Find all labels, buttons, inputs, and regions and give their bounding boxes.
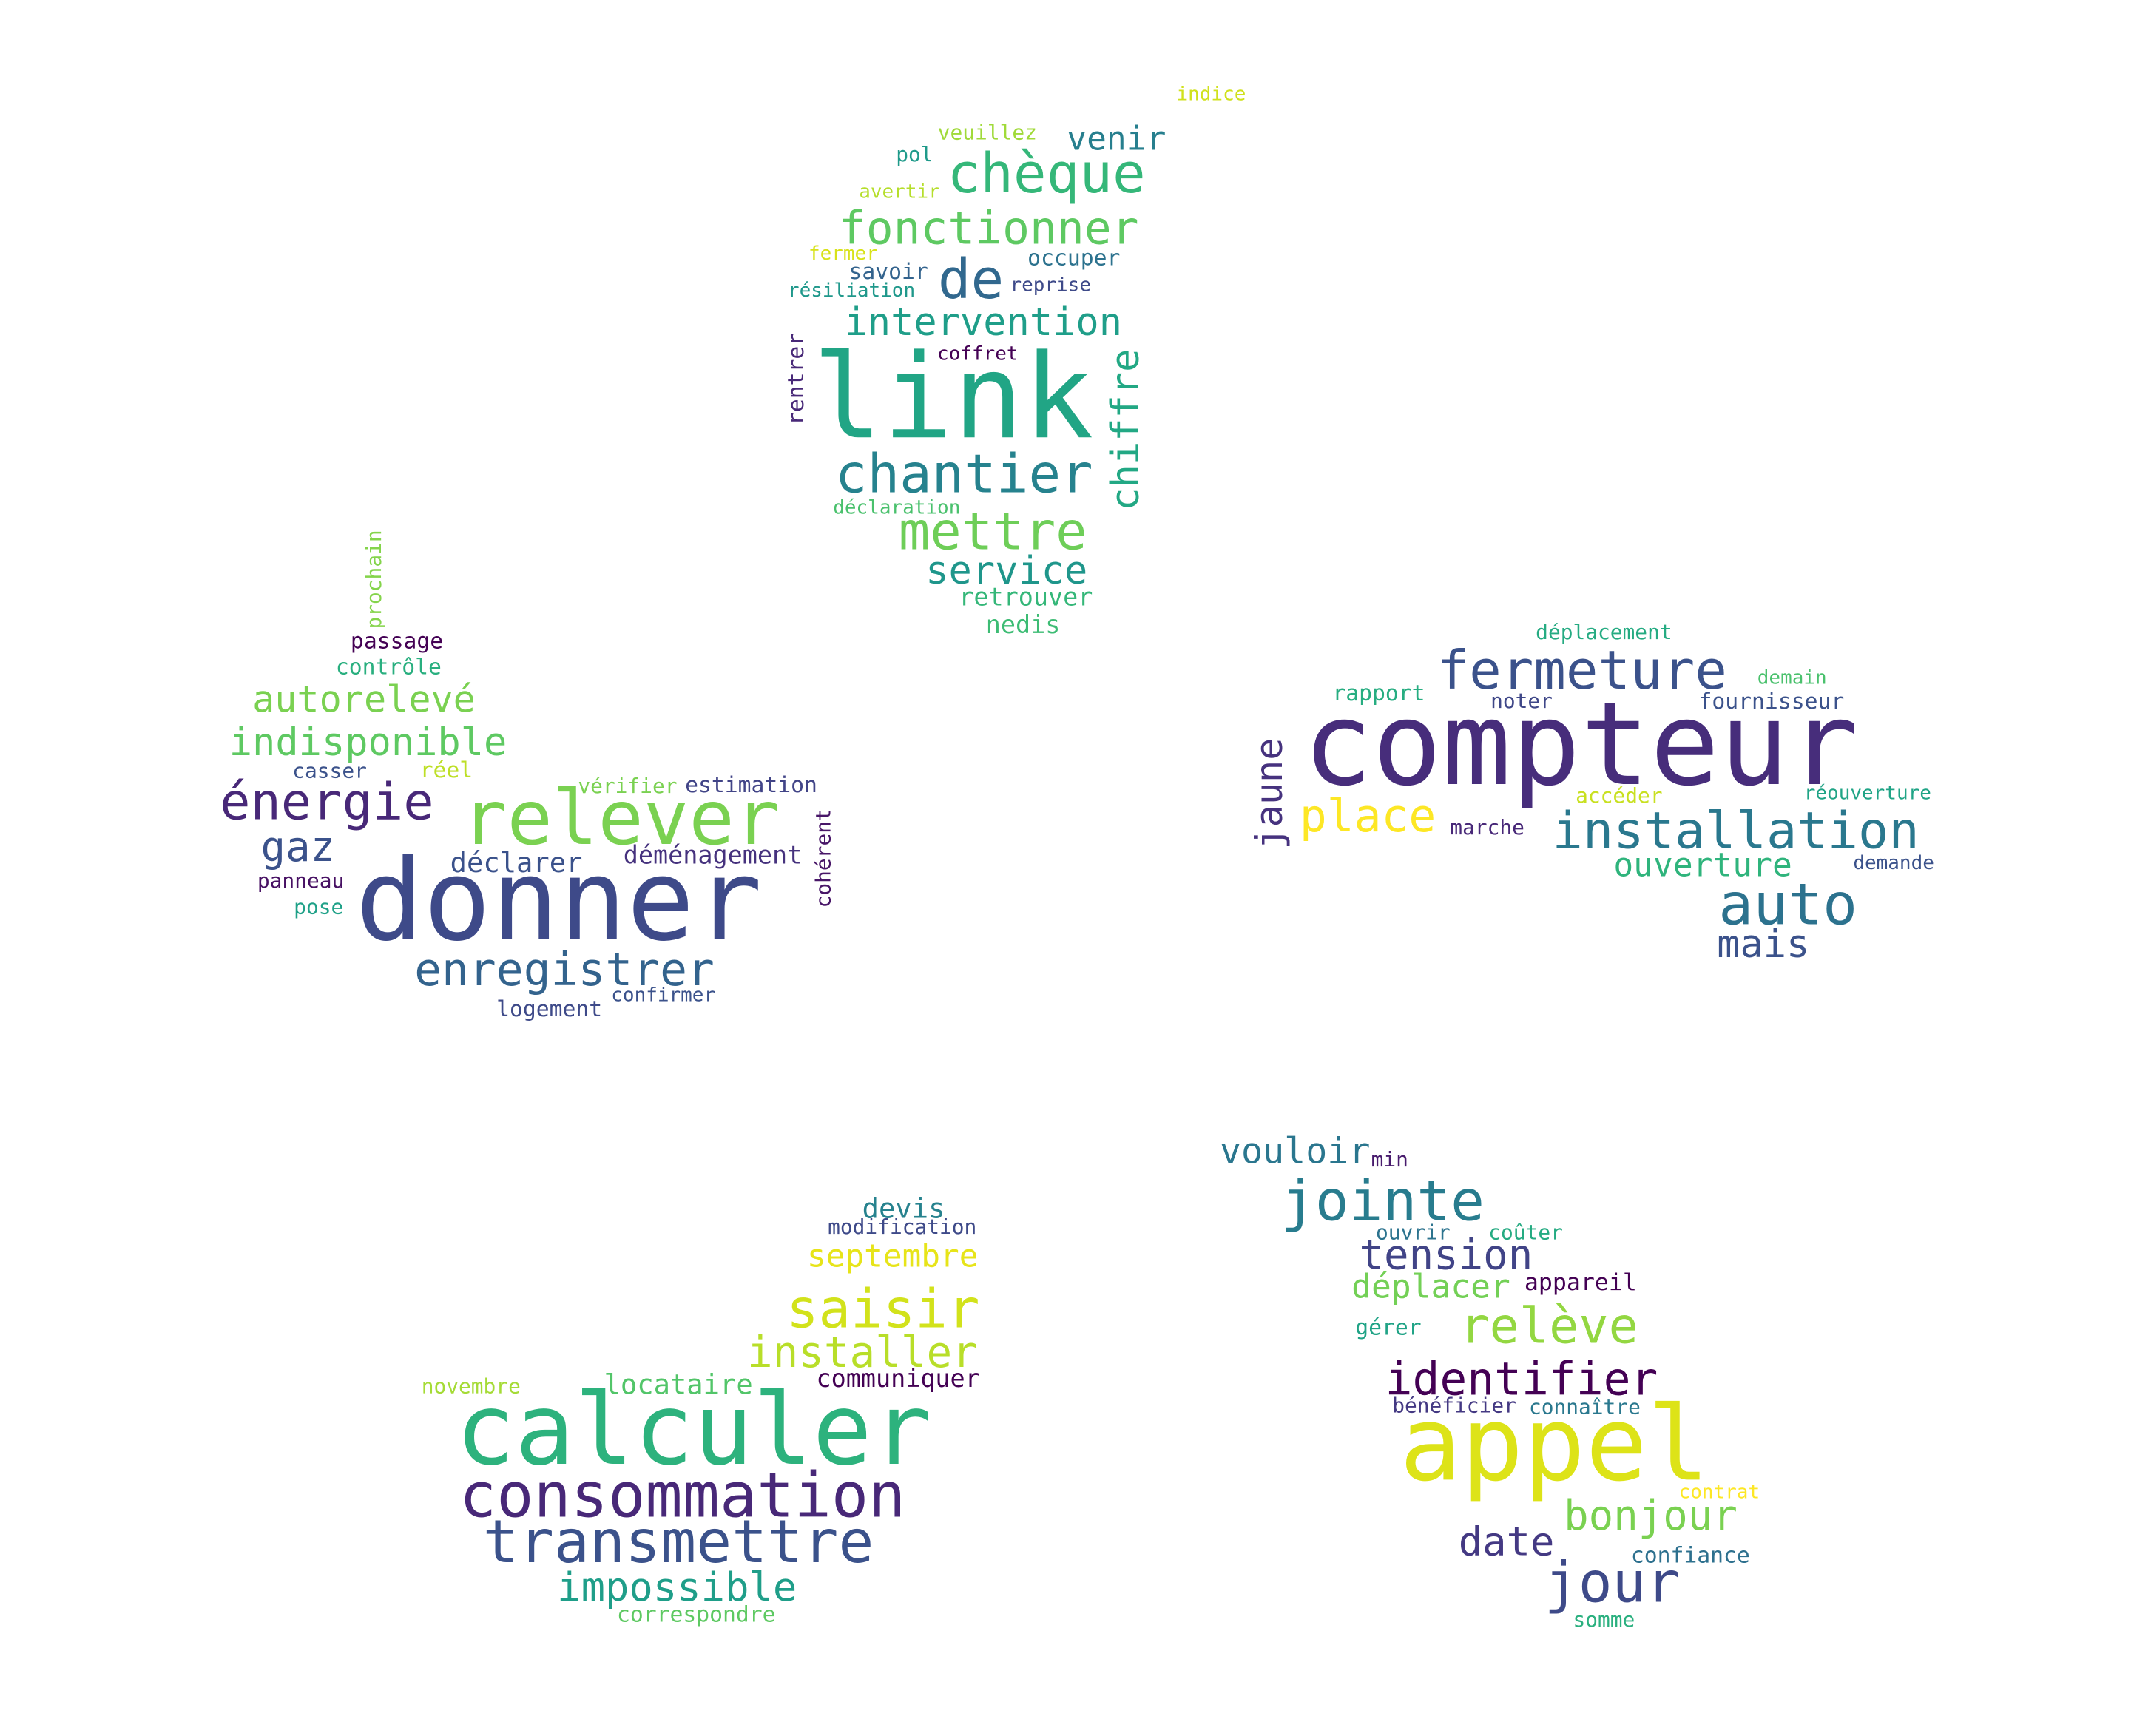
word-novembre: novembre [421,1374,521,1399]
word-intervention: intervention [844,299,1123,345]
word-coffret: coffret [937,343,1019,365]
word-chantier: chantier [834,444,1093,507]
word-connaitre: connaître [1528,1394,1641,1419]
word-acceder: accéder [1576,783,1663,808]
word-releve: relève [1459,1299,1638,1356]
word-demain: demain [1757,667,1827,689]
word-energie: énergie [220,772,434,832]
word-mais: mais [1717,921,1810,967]
word-tension: tension [1359,1232,1533,1280]
word-reel: réel [419,756,473,783]
word-min: min [1371,1147,1408,1172]
word-saisir: saisir [786,1279,980,1341]
word-fermeture: fermeture [1436,641,1727,703]
word-noter: noter [1490,689,1553,714]
word-pol: pol [896,142,933,167]
word-contrat: contrat [1678,1482,1760,1504]
word-compteur: compteur [1303,677,1859,812]
word-indice: indice [1176,84,1246,106]
word-relever: relever [461,774,780,862]
word-mettre: mettre [898,501,1087,562]
word-deplacement: déplacement [1536,620,1672,645]
word-beneficier: bénéficier [1392,1393,1516,1418]
word-installer: installer [746,1328,978,1378]
word-marche: marche [1450,814,1524,840]
word-bonjour: bonjour [1564,1493,1738,1541]
word-controle: contrôle [335,653,442,680]
word-fonctionner: fonctionner [838,200,1139,255]
word-modification: modification [828,1215,977,1240]
word-enregistrer: enregistrer [414,942,715,996]
word-savoir: savoir [848,258,928,285]
word-indisponible: indisponible [229,719,507,766]
word-donner: donner [355,836,763,967]
word-calculer: calculer [455,1371,932,1487]
word-avertir: avertir [859,181,940,203]
word-cheque: chèque [947,143,1146,206]
word-consommation: consommation [459,1459,906,1532]
word-vouloir: vouloir [1219,1131,1371,1173]
word-service: service [925,547,1088,594]
word-jour: jour [1544,1550,1681,1616]
word-communiquer: communiquer [816,1365,980,1394]
word-verifier: vérifier [578,774,678,799]
word-rapport: rapport [1332,679,1425,706]
word-link: link [812,330,1094,467]
word-date: date [1458,1518,1555,1565]
word-passage: passage [350,627,444,654]
word-gerer: gérer [1355,1314,1422,1340]
word-fournisseur: fournisseur [1698,688,1845,715]
word-auto: auto [1718,871,1858,938]
word-pose: pose [294,894,344,919]
word-place: place [1299,788,1436,842]
word-panneau: panneau [257,868,345,894]
word-devis: devis [862,1192,945,1225]
word-gaz: gaz [260,823,336,872]
word-nedis: nedis [985,611,1061,641]
word-transmettre: transmettre [482,1508,874,1578]
word-occuper: occuper [1027,244,1121,271]
word-fermer: fermer [808,243,878,266]
word-venir: venir [1067,119,1166,158]
word-estimation: estimation [685,771,817,798]
word-declaration: déclaration [833,497,961,519]
word-autoreleve: autorelevé [252,679,476,722]
word-demenagement: déménagement [623,842,803,871]
word-confiance: confiance [1630,1541,1750,1569]
word-resiliation: résiliation [787,280,916,303]
word-identifier: identifier [1385,1351,1658,1406]
word-installation: installation [1552,801,1919,861]
word-reouverture: réouverture [1803,783,1931,805]
word-appareil: appareil [1524,1269,1637,1297]
word-ouvrir: ouvrir [1376,1220,1451,1245]
word-couter: coûter [1488,1220,1563,1245]
word-demande: demande [1853,852,1934,875]
word-correspondre: correspondre [616,1601,776,1627]
word-ouverture: ouverture [1613,845,1792,885]
word-retrouver: retrouver [959,584,1093,612]
word-deplacer: déplacer [1351,1267,1510,1306]
word-jointe: jointe [1281,1167,1485,1235]
word-appel: appel [1399,1383,1710,1504]
word-veuillez: veuillez [937,120,1037,145]
word-confirmer: confirmer [611,984,716,1007]
word-impossible: impossible [557,1563,797,1610]
word-septembre: septembre [807,1239,979,1275]
word-somme: somme [1573,1607,1635,1632]
word-de: de [937,249,1004,312]
word-declarer: déclarer [450,845,583,879]
word-reprise: reprise [1010,274,1092,297]
word-locataire: locataire [604,1368,753,1401]
word-logement: logement [496,995,603,1022]
word-casser: casser [292,758,367,784]
